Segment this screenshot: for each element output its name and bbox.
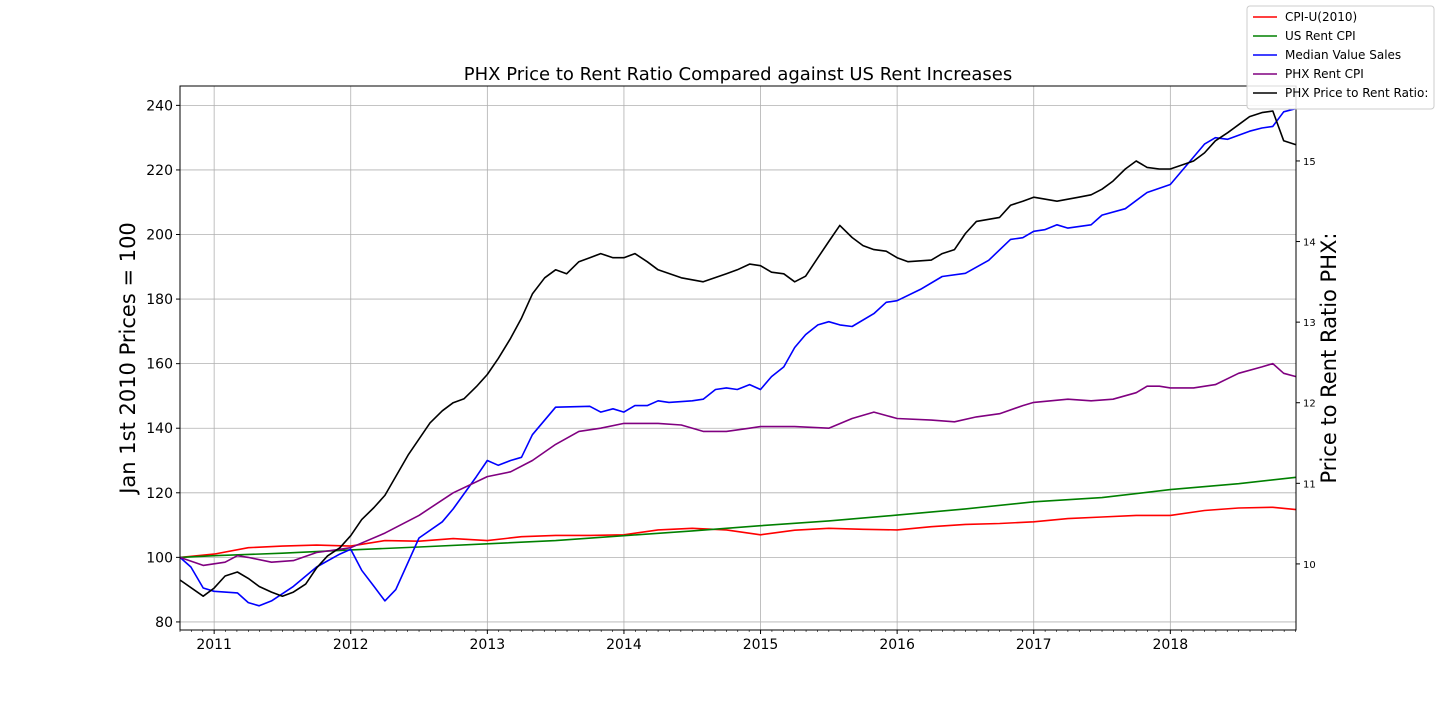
y-axis-right: 10 11 12 13 14 15 [1296, 157, 1316, 571]
y-axis-left: 80 100 120 140 160 180 200 220 240 [146, 98, 180, 631]
grid [180, 86, 1296, 630]
x-tick-label: 2011 [196, 637, 232, 653]
y2-tick-label: 11 [1303, 479, 1316, 490]
x-tick-label: 2018 [1153, 637, 1189, 653]
y2-axis-title: Price to Rent Ratio PHX: [1317, 233, 1341, 484]
x-tick-label: 2017 [1016, 637, 1052, 653]
y-tick-label: 80 [155, 615, 173, 631]
legend-label: PHX Price to Rent Ratio: [1285, 86, 1428, 100]
x-tick-label: 2012 [333, 637, 369, 653]
legend-frame [1246, 5, 1435, 110]
series-line-1 [179, 476, 1297, 559]
y-tick-label: 100 [146, 550, 173, 566]
series-line-4 [179, 110, 1297, 598]
series-lines [179, 107, 1297, 607]
series-line-2 [179, 107, 1297, 607]
x-tick-label: 2013 [470, 637, 506, 653]
y-tick-label: 200 [146, 228, 173, 244]
x-tick-label: 2016 [879, 637, 915, 653]
y-tick-label: 240 [146, 98, 173, 114]
y2-tick-label: 14 [1303, 238, 1316, 249]
y-tick-label: 180 [146, 292, 173, 308]
y-tick-label: 120 [146, 486, 173, 502]
x-tick-label: 2015 [743, 637, 779, 653]
series-line-3 [179, 362, 1297, 567]
y2-tick-label: 10 [1303, 560, 1316, 571]
series-line-0 [179, 506, 1297, 559]
y2-tick-label: 12 [1303, 399, 1316, 410]
y2-tick-label: 15 [1303, 157, 1316, 168]
y-tick-label: 140 [146, 421, 173, 437]
legend-label: PHX Rent CPI [1285, 67, 1364, 81]
x-axis: 2011 2012 2013 2014 2015 2016 2017 2018 [179, 630, 1296, 653]
y-tick-label: 160 [146, 357, 173, 373]
legend-label: CPI-U(2010) [1285, 10, 1357, 24]
chart-title: PHX Price to Rent Ratio Compared against… [464, 64, 1012, 85]
y2-tick-label: 13 [1303, 318, 1316, 329]
legend-label: Median Value Sales [1285, 48, 1401, 62]
x-tick-label: 2014 [606, 637, 642, 653]
legend: CPI-U(2010) US Rent CPI Median Value Sales… [1246, 5, 1435, 110]
y-tick-label: 220 [146, 163, 173, 179]
legend-label: US Rent CPI [1285, 29, 1356, 43]
y-axis-title: Jan 1st 2010 Prices = 100 [116, 222, 140, 496]
